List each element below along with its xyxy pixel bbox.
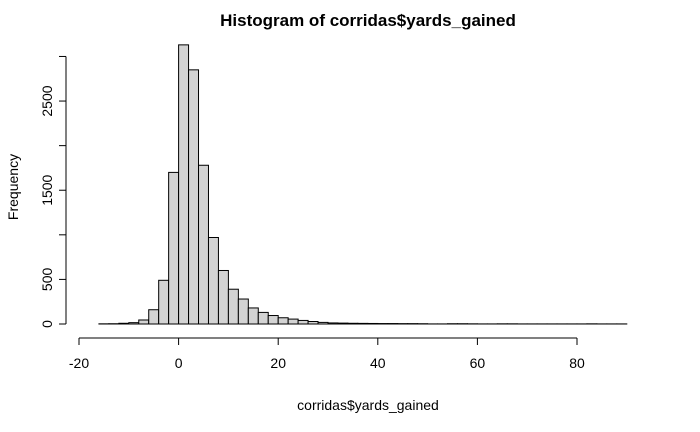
x-axis: -20 0 20 40 60 80: [69, 337, 585, 371]
y-tick-label: 500: [39, 268, 55, 292]
y-axis: 0 500 1500 2500: [39, 55, 67, 328]
histogram-bar: [247, 307, 259, 325]
bars-group: [98, 44, 628, 325]
histogram-bar: [287, 318, 299, 325]
histogram-bar: [217, 269, 229, 325]
histogram-bar: [138, 319, 150, 325]
x-tick-label: -20: [69, 355, 89, 371]
x-tick-label: 0: [175, 355, 183, 371]
histogram-bar: [297, 319, 309, 325]
x-tick-label: 40: [370, 355, 386, 371]
histogram-bar: [267, 315, 279, 325]
chart-title: Histogram of corridas$yards_gained: [220, 11, 516, 30]
histogram-bar: [158, 279, 170, 325]
y-tick-label: 2500: [39, 85, 55, 116]
histogram-bar: [168, 171, 180, 325]
y-tick-label: 1500: [39, 174, 55, 205]
x-axis-label: corridas$yards_gained: [297, 397, 439, 413]
x-tick-label: 60: [470, 355, 486, 371]
histogram-bar: [198, 164, 209, 325]
histogram-bar: [257, 311, 269, 325]
histogram-bar: [277, 317, 289, 325]
histogram-bar: [207, 236, 219, 325]
y-axis-label: Frequency: [5, 154, 21, 220]
histogram-bar: [227, 288, 239, 325]
histogram-bar: [188, 69, 200, 325]
y-tick-label: 0: [39, 320, 55, 328]
histogram-bar: [148, 309, 160, 325]
x-tick-label: 80: [569, 355, 585, 371]
histogram-bar: [237, 298, 249, 325]
x-tick-label: 20: [270, 355, 286, 371]
histogram-bar: [178, 44, 190, 325]
